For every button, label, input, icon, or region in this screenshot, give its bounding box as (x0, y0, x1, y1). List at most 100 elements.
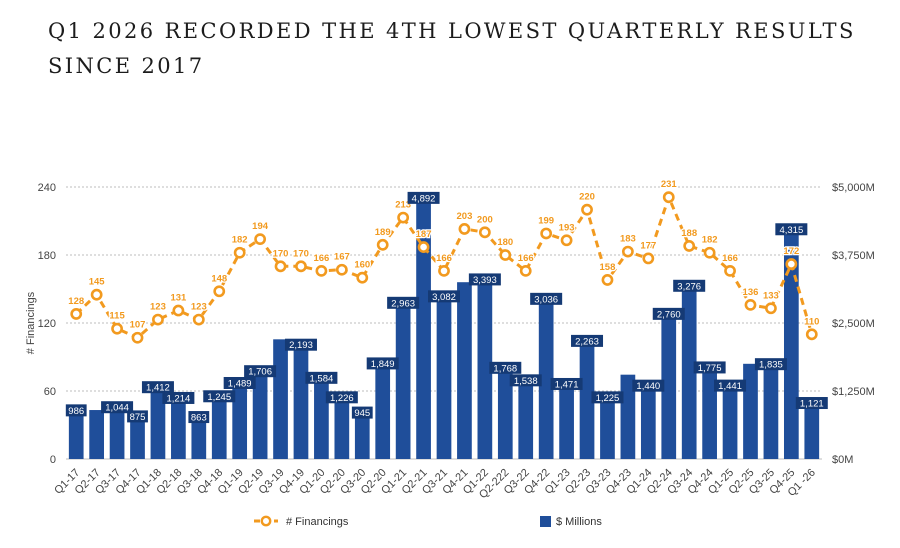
bar (743, 363, 758, 459)
bar (150, 382, 166, 459)
financings-point (417, 241, 430, 253)
financings-point (335, 263, 348, 276)
financings-data-label: 148 (211, 273, 227, 284)
bar-data-label: 3,393 (473, 275, 497, 286)
financings-point (642, 252, 655, 265)
financings-point (703, 246, 716, 259)
bar-data-label-box (632, 379, 665, 392)
bar (579, 335, 595, 459)
bar (538, 293, 554, 459)
bar (109, 402, 125, 459)
financings-data-label: 187 (416, 229, 432, 240)
financings-point (131, 331, 144, 344)
bar-data-label: 1,538 (514, 376, 538, 387)
financings-point (397, 211, 410, 224)
bar-data-label-box (754, 358, 787, 371)
y-left-tick-label: 180 (38, 250, 56, 262)
bar (620, 374, 636, 459)
title-line-1: Q1 2026 RECORDED THE 4TH LOWEST QUARTERL… (48, 19, 856, 43)
y-right-tick-label: $1,250M (832, 386, 875, 398)
bar (252, 366, 268, 459)
financings-data-label: 133 (763, 290, 779, 301)
bar (334, 392, 350, 459)
financings-data-label: 115 (109, 311, 125, 322)
financings-data-label: 123 (191, 302, 207, 313)
bar-data-label: 2,760 (657, 309, 681, 320)
financings-data-label: 145 (89, 277, 106, 288)
financings-point (458, 223, 471, 235)
financings-point (785, 258, 798, 270)
financings-point (519, 264, 532, 277)
y-left-tick-label: 0 (50, 454, 56, 466)
bar (171, 392, 186, 459)
bar (191, 412, 207, 459)
bar (395, 297, 411, 459)
y-left-tick-label: 240 (38, 182, 56, 194)
financings-point (540, 227, 553, 240)
financings-data-label: 180 (497, 237, 513, 248)
bar (804, 398, 820, 459)
financings-point (601, 274, 614, 286)
bar (211, 391, 227, 459)
financings-point (233, 246, 246, 259)
financings-point (356, 271, 369, 284)
bar-data-label: 4,315 (779, 225, 803, 236)
bar-data-label-box (530, 292, 563, 305)
financings-data-label: 194 (252, 221, 269, 232)
bar-data-label-box (428, 290, 460, 303)
bar-data-label: 1,225 (596, 393, 620, 404)
bar (763, 359, 779, 459)
financings-data-label: 166 (436, 253, 452, 264)
bar-data-label-box (366, 357, 399, 370)
chart-title: Q1 2026 RECORDED THE 4TH LOWEST QUARTERL… (48, 14, 868, 84)
financings-point (765, 302, 777, 315)
bar-data-label: 2,263 (575, 336, 599, 347)
bar (354, 407, 370, 459)
financings-data-label: 167 (334, 252, 350, 263)
financings-data-label: 131 (170, 293, 187, 304)
bar (232, 377, 248, 459)
bar-data-label: 863 (191, 413, 207, 424)
bar-data-label-box (468, 273, 501, 286)
bar (702, 362, 717, 459)
bar-data-label-box (65, 404, 87, 417)
bar-data-label-box (387, 296, 420, 309)
financings-data-label: 166 (722, 253, 738, 264)
bar-data-label-box (127, 410, 148, 423)
financings-data-label: 136 (743, 287, 759, 298)
y-right-tick-label: $5,000M (832, 182, 875, 194)
financings-data-label: 231 (661, 179, 678, 190)
financings-data-label: 199 (538, 215, 554, 226)
y-left-tick-label: 60 (44, 386, 56, 398)
bar-data-label: 1,412 (146, 383, 170, 394)
bar-data-label-box (571, 334, 604, 347)
bar (661, 308, 677, 459)
legend-label-millions: $ Millions (556, 516, 602, 528)
bar-data-label-box (550, 377, 583, 390)
financings-point (254, 233, 267, 246)
bar-data-label: 1,441 (718, 381, 742, 392)
financings-data-label: 166 (313, 253, 329, 264)
financings-data-label: 189 (375, 227, 391, 238)
title-line-2: SINCE 2017 (48, 54, 205, 78)
financings-point (274, 260, 287, 273)
bar-data-label-box (509, 374, 542, 387)
bar-data-label: 986 (68, 406, 84, 417)
financings-point (213, 285, 226, 298)
financings-data-label: 177 (640, 240, 656, 251)
bar (293, 339, 309, 459)
bar-data-label-box (652, 307, 685, 320)
bar-data-label-box (141, 381, 174, 394)
bar (375, 358, 391, 459)
bar-data-label-box (693, 361, 726, 374)
financings-point (152, 313, 164, 326)
bar-data-label-box (162, 391, 195, 404)
legend-label-financings: # Financings (286, 516, 349, 528)
bar-data-label: 1,121 (800, 399, 824, 410)
bar (722, 380, 738, 459)
financings-point (662, 191, 675, 204)
bar-data-label-box (188, 411, 210, 424)
bar-data-label-box (775, 223, 808, 236)
y-left-axis-title: # Financings (25, 291, 37, 354)
